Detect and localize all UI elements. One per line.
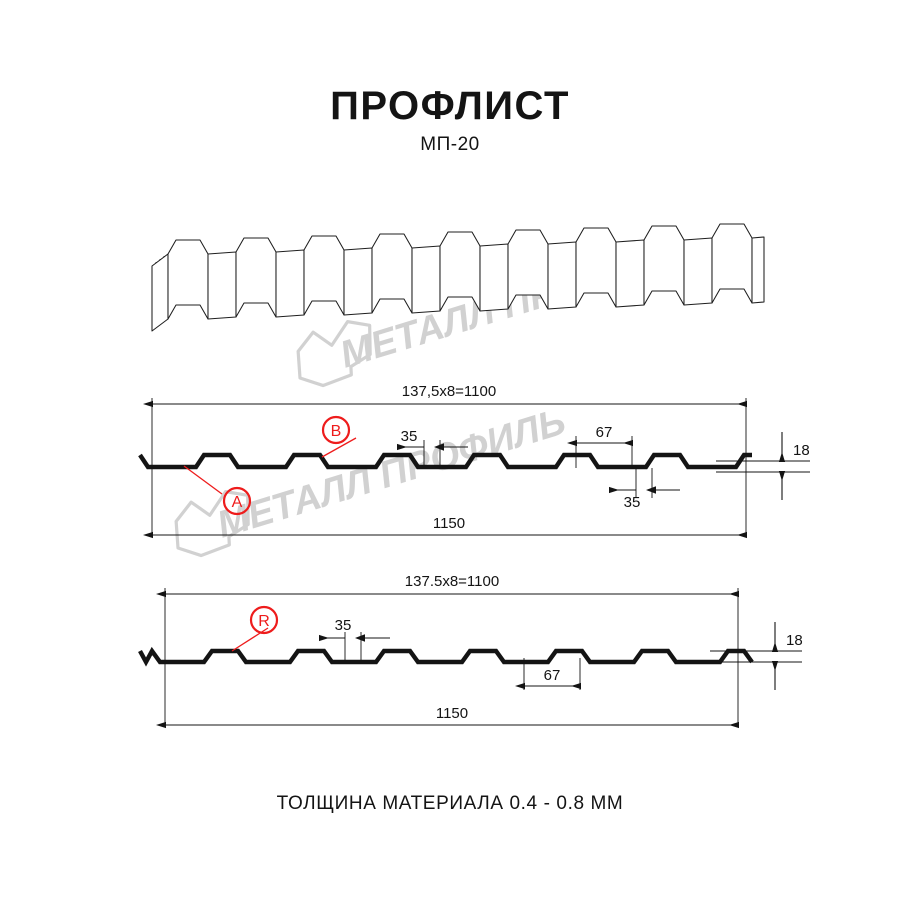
marker-b-label: B <box>331 423 342 440</box>
page-subtitle: МП-20 <box>420 134 480 155</box>
marker-a: A <box>183 465 252 516</box>
dimension-label-18: 18 <box>793 442 810 459</box>
dimension-label-working-width: 137,5x8=1100 <box>402 383 496 400</box>
profile-outline-bottom <box>138 646 754 667</box>
watermark-section: МЕТАЛЛ ПРОФИЛЬ <box>174 401 571 558</box>
watermark-text: МЕТАЛЛ ПРОФИЛЬ <box>212 401 570 547</box>
extension-lines <box>164 588 802 725</box>
isometric-profile-view <box>151 223 765 332</box>
marker-r-label: R <box>258 613 270 630</box>
marker-b-circle <box>321 415 351 445</box>
dimension-working-width: 137,5x8=1100 <box>143 383 747 408</box>
dimension-height-18: 18 <box>778 432 810 500</box>
marker-r: R <box>231 605 279 652</box>
metall-profil-logo <box>296 320 372 388</box>
dimension-label-working-width: 137.5x8=1100 <box>405 573 499 590</box>
marker-r-circle <box>249 605 279 635</box>
dimension-flat-67: 67 <box>515 667 581 690</box>
section-top: 137,5x8=1100 A B 35 <box>138 383 810 539</box>
dimension-height-18: 18 <box>771 622 803 690</box>
dimension-label-35-top: 35 <box>401 428 418 445</box>
dimension-rib-35: 35 <box>319 617 390 642</box>
dimension-label-67: 67 <box>596 424 613 441</box>
dimension-label-67: 67 <box>544 667 561 684</box>
dimension-working-width: 137.5x8=1100 <box>156 573 739 598</box>
marker-a-circle <box>222 486 252 516</box>
marker-b: B <box>321 415 357 458</box>
profile-outline-top <box>138 452 752 470</box>
section-bottom: 137.5x8=1100 R 35 67 <box>138 573 803 729</box>
dimension-label-35: 35 <box>335 617 352 634</box>
dimension-label-18: 18 <box>786 632 803 649</box>
page-title: ПРОФЛИСТ <box>330 84 570 128</box>
material-thickness-caption: ТОЛЩИНА МАТЕРИАЛА 0.4 - 0.8 ММ <box>276 793 624 814</box>
dimension-overall-width: 1150 <box>143 515 747 539</box>
dimension-overall-width: 1150 <box>156 705 739 729</box>
marker-a-label: A <box>232 494 243 511</box>
dimension-label-1150: 1150 <box>433 515 465 532</box>
dimension-rib-top-35: 35 <box>397 428 468 451</box>
dimension-flat-67: 67 <box>567 424 633 447</box>
dimension-label-35-bottom: 35 <box>624 494 641 511</box>
dimension-label-1150: 1150 <box>436 705 468 722</box>
dimension-rib-bottom-35: 35 <box>609 486 680 511</box>
